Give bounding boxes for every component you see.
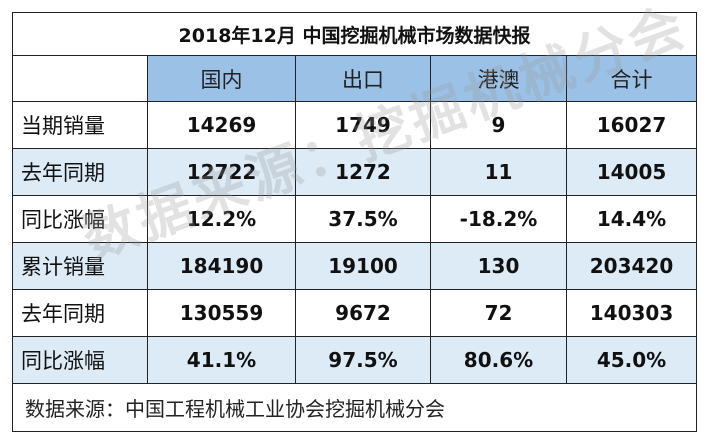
column-header-total: 合计 [565, 55, 698, 102]
table-cell: 72 [430, 289, 567, 337]
table-cell: 14005 [565, 148, 698, 196]
table-cell: 14269 [147, 101, 296, 149]
table-cell: 9672 [295, 289, 431, 337]
table-row: 同比涨幅 41.1% 97.5% 80.6% 45.0% [12, 336, 698, 384]
table-cell: 11 [430, 148, 567, 196]
table-row: 去年同期 130559 9672 72 140303 [12, 289, 698, 337]
table-row: 同比涨幅 12.2% 37.5% -18.2% 14.4% [12, 195, 698, 243]
table-cell: 1272 [295, 148, 431, 196]
data-table: 2018年12月 中国挖掘机械市场数据快报 国内 出口 港澳 合计 当期销量 1… [11, 12, 698, 432]
table-cell: 130559 [147, 289, 296, 337]
table-cell: 184190 [147, 242, 296, 290]
column-header-domestic: 国内 [147, 55, 296, 102]
row-label: 同比涨幅 [12, 195, 148, 243]
row-label: 同比涨幅 [12, 336, 148, 384]
table-cell: -18.2% [430, 195, 567, 243]
table-cell: 130 [430, 242, 567, 290]
table-cell: 45.0% [565, 336, 698, 384]
table-cell: 37.5% [295, 195, 431, 243]
table-cell: 9 [430, 101, 567, 149]
corner-cell [12, 55, 148, 102]
table-cell: 14.4% [565, 195, 698, 243]
row-label: 去年同期 [12, 148, 148, 196]
column-header-export: 出口 [295, 55, 431, 102]
row-label: 去年同期 [12, 289, 148, 337]
table-row: 累计销量 184190 19100 130 203420 [12, 242, 698, 290]
table-title: 2018年12月 中国挖掘机械市场数据快报 [11, 12, 698, 56]
title-row: 2018年12月 中国挖掘机械市场数据快报 [11, 12, 698, 56]
column-header-hk-macau: 港澳 [430, 55, 567, 102]
table-cell: 140303 [565, 289, 698, 337]
row-label: 当期销量 [12, 101, 148, 149]
source-note: 数据来源：中国工程机械工业协会挖掘机械分会 [11, 383, 698, 432]
table-cell: 16027 [565, 101, 698, 149]
table-row: 当期销量 14269 1749 9 16027 [12, 101, 698, 149]
table-cell: 19100 [295, 242, 431, 290]
table-cell: 80.6% [430, 336, 567, 384]
table-cell: 203420 [565, 242, 698, 290]
header-row: 国内 出口 港澳 合计 [12, 55, 698, 102]
table-cell: 12722 [147, 148, 296, 196]
table-cell: 1749 [295, 101, 431, 149]
table-row: 去年同期 12722 1272 11 14005 [12, 148, 698, 196]
table-cell: 97.5% [295, 336, 431, 384]
source-row: 数据来源：中国工程机械工业协会挖掘机械分会 [11, 383, 698, 432]
table-cell: 12.2% [147, 195, 296, 243]
table-cell: 41.1% [147, 336, 296, 384]
row-label: 累计销量 [12, 242, 148, 290]
